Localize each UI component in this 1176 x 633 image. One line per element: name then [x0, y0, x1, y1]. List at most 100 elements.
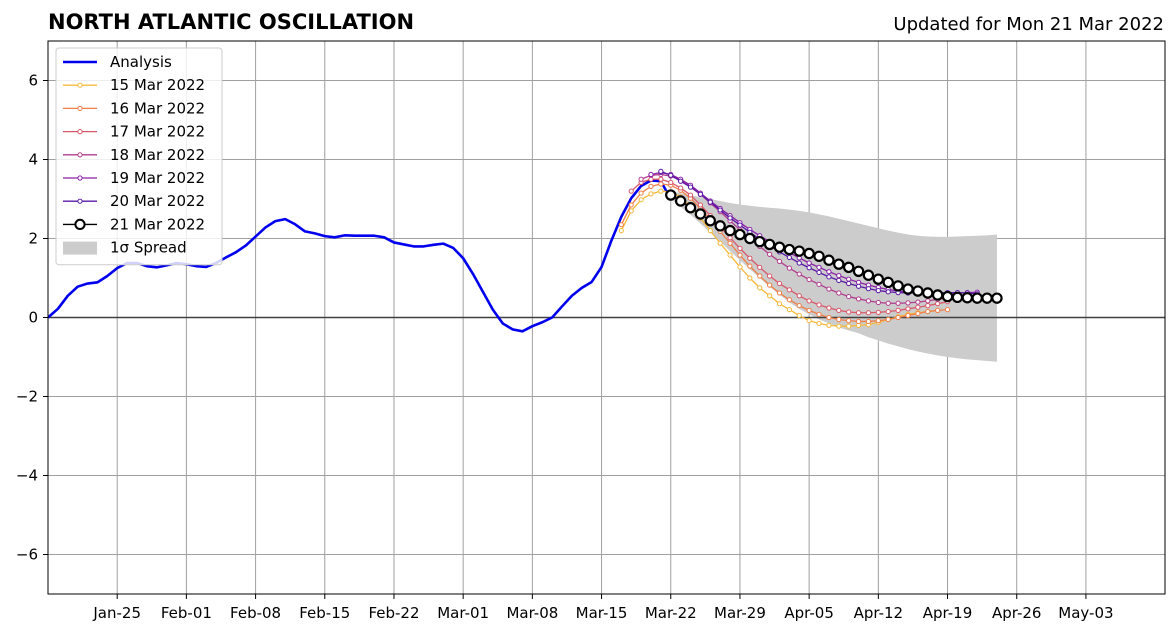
data-point	[658, 168, 664, 174]
legend-marker	[77, 152, 83, 158]
data-point	[724, 224, 736, 237]
data-point	[697, 202, 704, 208]
data-point	[882, 276, 894, 289]
data-point	[776, 258, 783, 265]
legend-label: 15 Mar 2022	[110, 76, 205, 94]
data-point	[925, 308, 931, 315]
data-point	[925, 298, 931, 304]
data-point	[678, 185, 684, 191]
data-point	[737, 252, 743, 258]
data-point	[865, 286, 872, 292]
data-point	[697, 191, 704, 197]
data-point	[776, 290, 783, 296]
data-point	[931, 289, 944, 301]
data-point	[915, 310, 921, 317]
data-point	[961, 292, 974, 304]
legend-label: 19 Mar 2022	[110, 169, 205, 187]
data-point	[796, 312, 802, 319]
data-point	[944, 307, 951, 313]
data-point	[905, 312, 911, 319]
legend-marker	[77, 175, 83, 181]
data-point	[836, 290, 842, 296]
x-tick-label: Mar-08	[506, 604, 558, 622]
series-21-mar-2022	[665, 189, 1003, 304]
data-point	[816, 320, 822, 327]
data-point	[865, 310, 872, 316]
data-point	[842, 261, 855, 274]
data-point	[833, 258, 845, 270]
x-tick-label: May-03	[1058, 604, 1113, 622]
y-tick-label: −6	[16, 546, 38, 564]
data-point	[836, 316, 842, 323]
data-point	[872, 273, 885, 285]
data-point	[806, 307, 812, 313]
data-point	[793, 245, 805, 257]
data-point	[971, 292, 983, 304]
data-point	[806, 318, 812, 324]
data-point	[852, 265, 865, 277]
data-point	[648, 183, 654, 189]
data-point	[734, 228, 746, 241]
x-tick-label: Jan-25	[92, 604, 141, 622]
data-point	[875, 318, 881, 324]
data-point	[855, 283, 862, 289]
legend-entry: 16 Mar 2022	[63, 99, 205, 117]
data-point	[915, 304, 921, 310]
data-point	[638, 197, 644, 203]
data-point	[757, 273, 763, 279]
data-point	[885, 300, 891, 306]
series-layer	[48, 168, 1003, 333]
data-point	[658, 188, 664, 194]
data-point	[846, 280, 852, 287]
legend-box	[55, 47, 223, 266]
series-16-mar-2022	[618, 181, 951, 325]
data-point	[925, 303, 931, 309]
data-point	[694, 208, 707, 220]
series-line	[620, 183, 948, 323]
data-point	[895, 300, 901, 306]
data-point	[727, 215, 733, 221]
data-point	[895, 314, 901, 321]
data-point	[806, 298, 812, 304]
series-analysis	[48, 179, 672, 333]
y-tick-label: 0	[28, 309, 38, 327]
data-point	[767, 251, 773, 257]
data-point	[773, 241, 786, 253]
data-point	[826, 314, 832, 321]
data-point	[786, 307, 792, 313]
data-point	[875, 299, 881, 306]
y-tick-label: −2	[16, 388, 38, 406]
data-point	[796, 271, 802, 277]
data-point	[905, 300, 911, 306]
data-point	[826, 305, 832, 311]
data-point	[895, 307, 901, 313]
data-point	[714, 220, 726, 232]
data-point	[922, 287, 934, 299]
data-point	[796, 260, 802, 266]
data-point	[816, 269, 822, 276]
data-point	[757, 264, 763, 270]
data-point	[678, 178, 684, 184]
data-point	[767, 282, 773, 288]
legend-swatch	[63, 241, 97, 255]
data-point	[816, 281, 822, 287]
data-point	[767, 273, 773, 279]
legend-marker	[77, 82, 83, 88]
x-tick-label: Apr-05	[784, 604, 834, 622]
data-point	[892, 280, 904, 292]
data-point	[786, 287, 792, 293]
data-point	[875, 288, 881, 294]
data-point	[865, 318, 872, 325]
legend-entry: 15 Mar 2022	[63, 76, 205, 94]
data-point	[744, 232, 756, 245]
data-point	[836, 323, 842, 329]
data-point	[991, 292, 1003, 304]
data-point	[618, 228, 624, 234]
x-tick-label: Feb-15	[299, 604, 350, 622]
x-tick-label: Apr-19	[923, 604, 973, 622]
axis-ticks: Jan-25 Feb-01 Feb-08 Feb-15 Feb-22 Mar-01 Mar-…	[16, 72, 1114, 623]
legend-marker	[77, 198, 83, 204]
data-point	[885, 308, 891, 315]
data-point	[846, 293, 852, 300]
